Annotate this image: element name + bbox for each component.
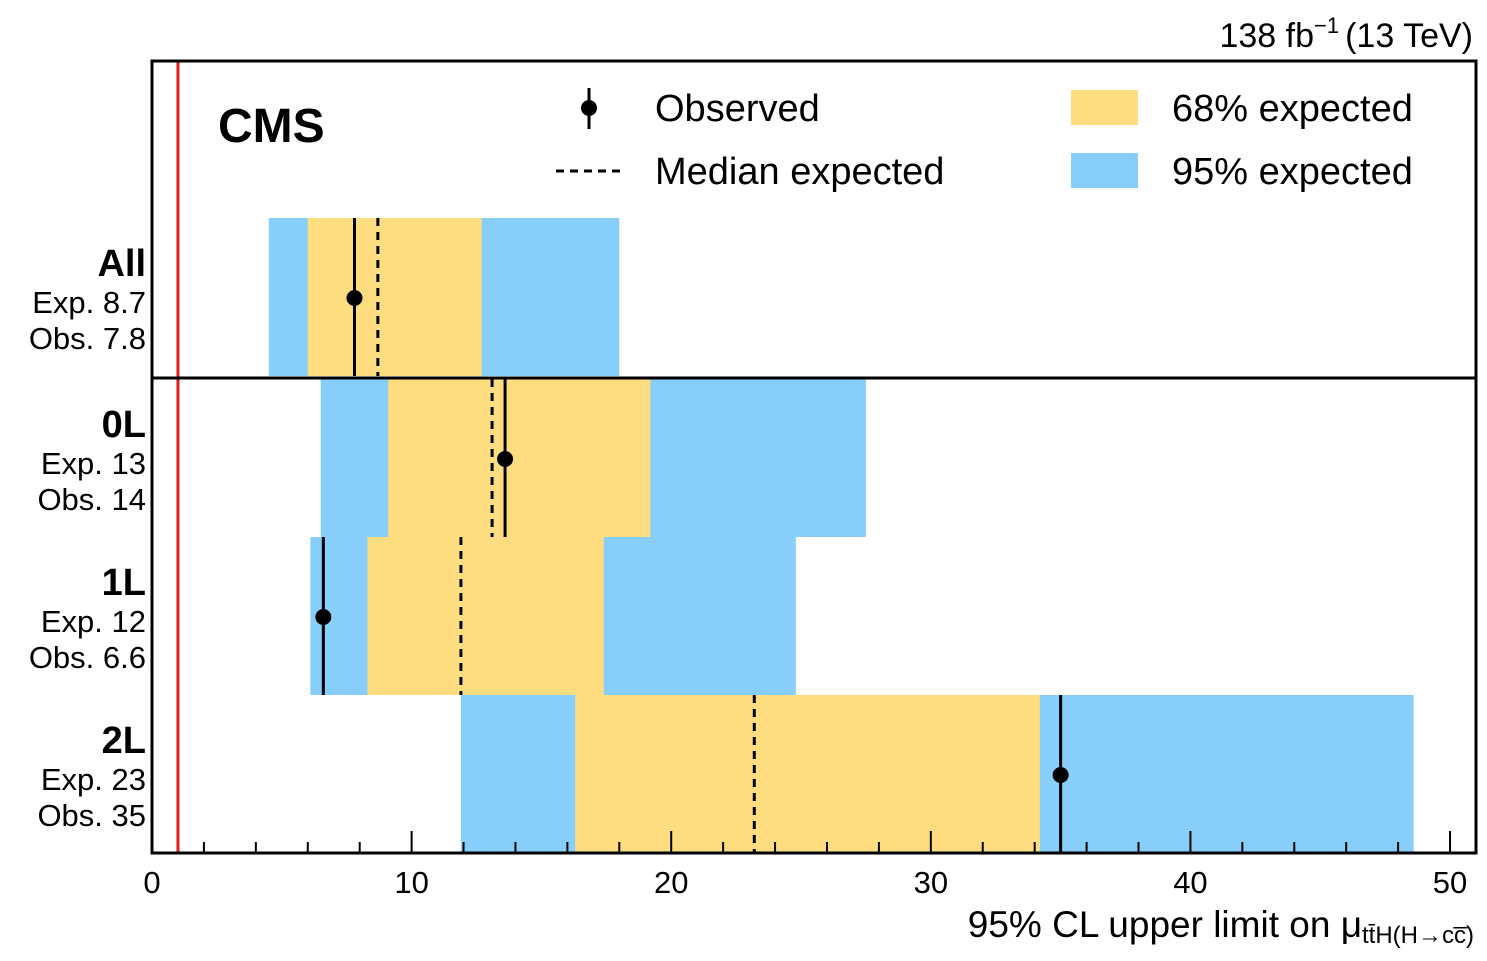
band68-0l <box>388 379 651 537</box>
legend-95-label: 95% expected <box>1172 151 1413 193</box>
markers-layer <box>315 218 1069 853</box>
category-obs-2l: Obs. 35 <box>37 798 146 833</box>
luminosity-label: 138 fb−1 (13 TeV) <box>1219 13 1473 55</box>
experiment-label: CMS <box>218 100 325 153</box>
category-name-0l: 0L <box>102 404 146 446</box>
observed-marker-2l <box>1052 767 1069 783</box>
category-exp-2l: Exp. 23 <box>41 762 146 797</box>
x-tick-label: 30 <box>914 865 948 900</box>
x-axis-title: 95% CL upper limit on μtt̄H(H→cc̅) <box>968 904 1474 949</box>
band68-1l <box>367 537 604 695</box>
bands-layer <box>268 218 1414 853</box>
category-obs-1l: Obs. 6.6 <box>29 640 146 675</box>
legend-observed-label: Observed <box>655 88 820 130</box>
category-obs-0l: Obs. 14 <box>37 482 146 517</box>
observed-marker-1l <box>315 609 332 625</box>
category-obs-all: Obs. 7.8 <box>29 321 146 356</box>
band68-all <box>307 218 482 376</box>
legend-68-swatch <box>1071 90 1138 125</box>
x-tick-label: 40 <box>1173 865 1207 900</box>
x-tick-label: 20 <box>654 865 688 900</box>
observed-marker-0l <box>497 451 514 467</box>
legend-median-label: Median expected <box>655 151 944 193</box>
x-tick-label: 0 <box>143 865 160 900</box>
legend: Observed Median expected 68% expected 95… <box>556 88 1413 193</box>
plot-frame <box>150 59 1478 855</box>
band68-2l <box>575 695 1040 853</box>
x-tick-label: 50 <box>1433 865 1467 900</box>
legend-95-swatch <box>1071 153 1138 188</box>
observed-marker-all <box>346 290 363 306</box>
category-name-1l: 1L <box>102 562 146 604</box>
category-exp-0l: Exp. 13 <box>41 446 146 481</box>
category-name-all: All <box>97 243 146 285</box>
x-tick-label: 10 <box>394 865 428 900</box>
category-name-2l: 2L <box>102 720 146 762</box>
x-axis: 0 10 20 30 40 50 <box>143 831 1467 900</box>
category-exp-1l: Exp. 12 <box>41 604 146 639</box>
legend-68-label: 68% expected <box>1172 88 1413 130</box>
category-exp-all: Exp. 8.7 <box>32 285 146 320</box>
legend-observed-marker <box>581 100 597 116</box>
